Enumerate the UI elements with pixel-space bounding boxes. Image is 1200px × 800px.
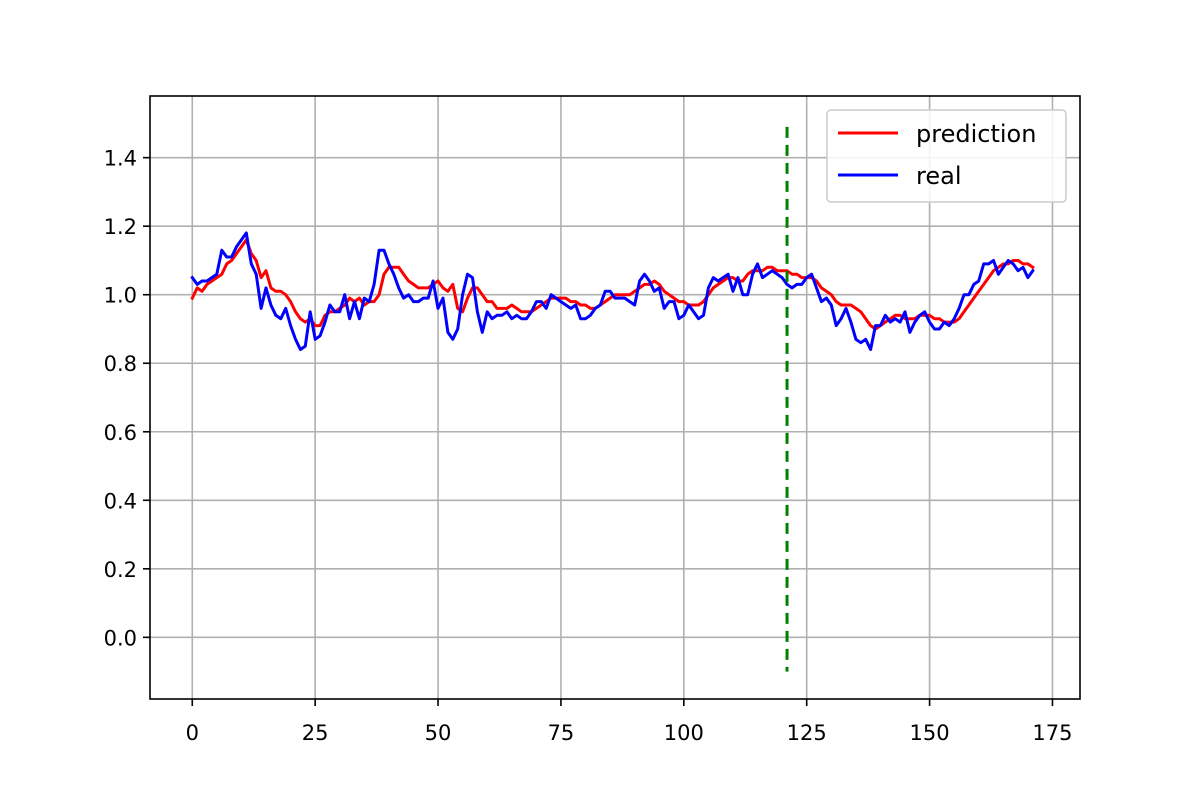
x-tick-label: 175 xyxy=(1032,721,1072,745)
plot-frame xyxy=(149,95,1081,700)
x-tick-label: 75 xyxy=(548,721,575,745)
x-tick-label: 0 xyxy=(186,721,199,745)
plot-lines xyxy=(190,231,1035,351)
y-tick-label: 0.2 xyxy=(104,558,137,582)
legend-label-prediction: prediction xyxy=(916,120,1036,148)
legend-label-real: real xyxy=(916,162,961,190)
y-tick-label: 0.8 xyxy=(104,352,137,376)
series-line-real xyxy=(190,231,1035,351)
legend: prediction real xyxy=(826,109,1067,203)
x-axis: 0 25 50 75 100 125 150 175 xyxy=(186,699,1073,745)
y-axis: 0.0 0.2 0.4 0.6 0.8 1.0 1.2 1.4 xyxy=(104,147,150,650)
y-tick-label: 0.0 xyxy=(104,626,137,650)
x-tick-label: 125 xyxy=(787,721,827,745)
y-tick-label: 1.4 xyxy=(104,147,137,171)
y-tick-label: 0.6 xyxy=(104,421,137,445)
x-tick-label: 100 xyxy=(664,721,704,745)
x-tick-label: 50 xyxy=(425,721,452,745)
y-tick-label: 0.4 xyxy=(104,489,137,513)
y-tick-label: 1.2 xyxy=(104,215,137,239)
y-tick-label: 1.0 xyxy=(104,284,137,308)
x-tick-label: 150 xyxy=(910,721,950,745)
x-tick-label: 25 xyxy=(302,721,329,745)
